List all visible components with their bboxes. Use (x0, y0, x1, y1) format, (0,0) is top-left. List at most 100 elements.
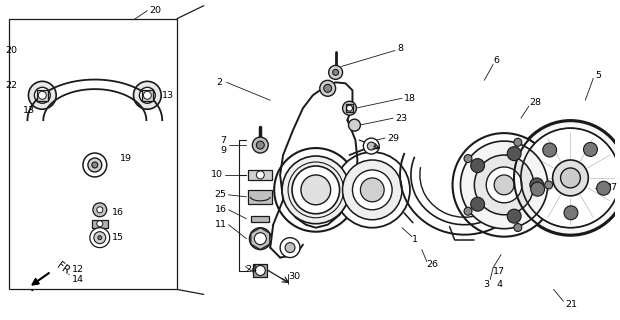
Circle shape (367, 142, 375, 150)
Bar (249, 170, 272, 180)
Text: 24: 24 (246, 265, 257, 274)
Circle shape (133, 81, 161, 109)
Circle shape (38, 91, 46, 99)
Text: 10: 10 (211, 171, 223, 180)
Bar (254, 264, 267, 277)
Bar (92, 220, 108, 228)
Circle shape (93, 203, 107, 217)
Text: 29: 29 (387, 133, 399, 143)
Circle shape (92, 162, 98, 168)
Circle shape (301, 175, 330, 205)
Circle shape (333, 69, 339, 76)
Circle shape (255, 266, 265, 276)
Circle shape (335, 152, 410, 228)
Text: 26: 26 (427, 260, 439, 269)
Circle shape (88, 158, 102, 172)
Circle shape (542, 143, 557, 157)
Circle shape (256, 171, 264, 179)
Bar (249, 190, 272, 204)
Text: 13: 13 (22, 106, 35, 115)
Circle shape (464, 207, 472, 215)
Text: 21: 21 (565, 300, 577, 309)
Circle shape (143, 91, 151, 99)
Circle shape (486, 167, 522, 203)
Text: 1: 1 (412, 235, 418, 244)
Text: 15: 15 (112, 233, 123, 242)
Circle shape (143, 91, 151, 99)
Circle shape (348, 119, 360, 131)
Bar (9, 19, 177, 289)
Circle shape (292, 166, 340, 214)
Text: 3: 3 (483, 280, 489, 289)
Text: 25: 25 (215, 190, 227, 199)
Circle shape (545, 181, 552, 189)
Circle shape (352, 170, 392, 210)
Text: 20: 20 (149, 6, 161, 15)
Circle shape (521, 128, 620, 228)
Text: 12: 12 (72, 265, 84, 274)
Circle shape (474, 155, 534, 215)
Bar (37, 90, 48, 101)
Circle shape (98, 236, 102, 240)
Bar (251, 216, 269, 222)
Text: 9: 9 (221, 146, 227, 155)
Text: 6: 6 (493, 56, 499, 65)
Circle shape (329, 65, 343, 79)
Circle shape (531, 182, 544, 196)
Text: 16: 16 (215, 205, 227, 214)
Circle shape (552, 160, 588, 196)
Text: 7: 7 (221, 136, 227, 145)
Circle shape (94, 232, 106, 244)
Circle shape (464, 155, 472, 163)
Text: 4: 4 (496, 280, 502, 289)
Circle shape (530, 178, 544, 192)
Circle shape (514, 224, 522, 231)
Circle shape (494, 175, 514, 195)
Circle shape (513, 120, 620, 236)
Circle shape (560, 168, 580, 188)
Circle shape (282, 156, 350, 224)
Circle shape (596, 181, 611, 195)
Text: 22: 22 (6, 81, 17, 90)
Circle shape (347, 105, 352, 111)
Circle shape (274, 148, 357, 232)
Circle shape (564, 206, 578, 220)
Text: 14: 14 (72, 275, 84, 284)
Text: 11: 11 (215, 220, 227, 229)
Circle shape (471, 159, 485, 172)
Text: 17: 17 (493, 267, 505, 276)
Text: 19: 19 (120, 154, 131, 163)
Circle shape (583, 142, 598, 156)
Text: 2: 2 (217, 78, 223, 87)
Text: 30: 30 (288, 272, 300, 281)
Circle shape (343, 160, 402, 220)
Text: FR.: FR. (55, 261, 74, 278)
Circle shape (514, 138, 522, 146)
Circle shape (324, 84, 332, 92)
Circle shape (249, 228, 271, 250)
Circle shape (83, 153, 107, 177)
Text: 23: 23 (395, 114, 407, 123)
Text: 13: 13 (162, 91, 174, 100)
Circle shape (507, 147, 521, 161)
Circle shape (38, 91, 46, 99)
Text: 27: 27 (605, 183, 617, 192)
Bar (143, 90, 153, 101)
Circle shape (363, 138, 379, 154)
Circle shape (252, 137, 268, 153)
Circle shape (97, 207, 103, 213)
Circle shape (254, 233, 266, 244)
Circle shape (453, 133, 556, 237)
Circle shape (343, 101, 356, 115)
Text: 8: 8 (397, 44, 403, 53)
Text: 5: 5 (595, 71, 601, 80)
Circle shape (34, 87, 50, 103)
Text: 18: 18 (404, 94, 416, 103)
Circle shape (507, 209, 521, 223)
Circle shape (320, 80, 335, 96)
Text: 16: 16 (112, 208, 123, 217)
Circle shape (280, 238, 300, 258)
Polygon shape (29, 271, 51, 291)
Circle shape (140, 87, 155, 103)
Circle shape (360, 178, 384, 202)
